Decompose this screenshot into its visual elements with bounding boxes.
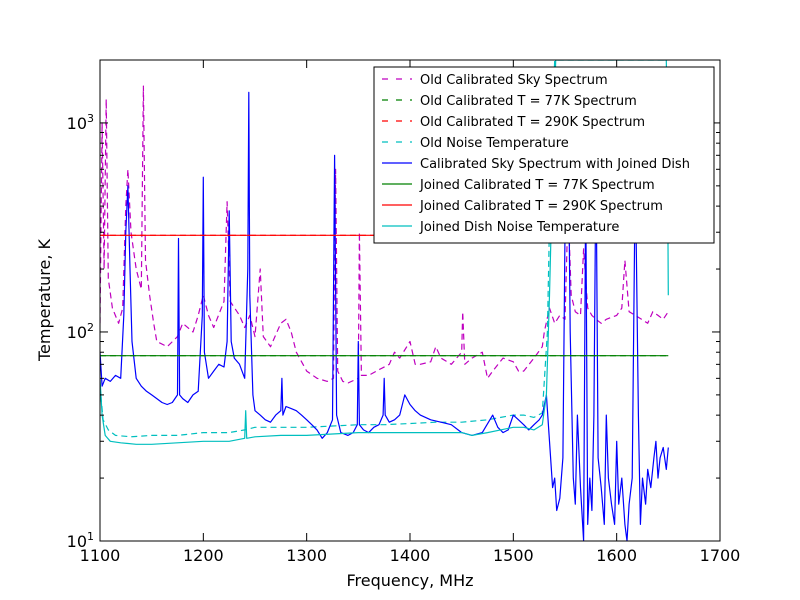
x-tick-label: 1300 <box>286 546 327 565</box>
legend: Old Calibrated Sky Spectrum Old Calibrate… <box>373 66 715 244</box>
y-tick-label: 101 <box>67 530 94 551</box>
x-tick-label: 1400 <box>390 546 431 565</box>
legend-label: Old Calibrated T = 77K Spectrum <box>420 94 637 109</box>
series-line-1 <box>100 85 669 384</box>
legend-label: Calibrated Sky Spectrum with Joined Dish <box>420 157 690 172</box>
legend-label: Joined Calibrated T = 290K Spectrum <box>419 199 663 214</box>
x-tick-label: 1100 <box>80 546 121 565</box>
y-tick-label: 103 <box>67 112 94 133</box>
legend-label: Old Noise Temperature <box>420 136 569 151</box>
y-tick-label: 102 <box>67 321 94 342</box>
legend-label: Old Calibrated T = 290K Spectrum <box>420 115 645 130</box>
legend-box <box>373 66 715 244</box>
x-axis-label: Frequency, MHz <box>346 571 473 590</box>
series-line-8 <box>100 60 669 445</box>
tick-labels: 1100 1200 1300 1400 1500 1600 1700 101 102 103 <box>67 112 741 565</box>
x-tick-label: 1500 <box>493 546 534 565</box>
axis-ticks <box>99 59 721 542</box>
x-tick-label: 1700 <box>700 546 741 565</box>
legend-label: Joined Calibrated T = 77K Spectrum <box>419 178 655 193</box>
x-tick-label: 1600 <box>596 546 637 565</box>
series-line-4 <box>100 60 669 438</box>
legend-label: Old Calibrated Sky Spectrum <box>420 73 608 88</box>
series-line-5 <box>100 91 669 541</box>
y-axis-label: Temperature, K <box>35 238 54 362</box>
x-tick-label: 1200 <box>183 546 224 565</box>
legend-label: Joined Dish Noise Temperature <box>419 220 619 235</box>
